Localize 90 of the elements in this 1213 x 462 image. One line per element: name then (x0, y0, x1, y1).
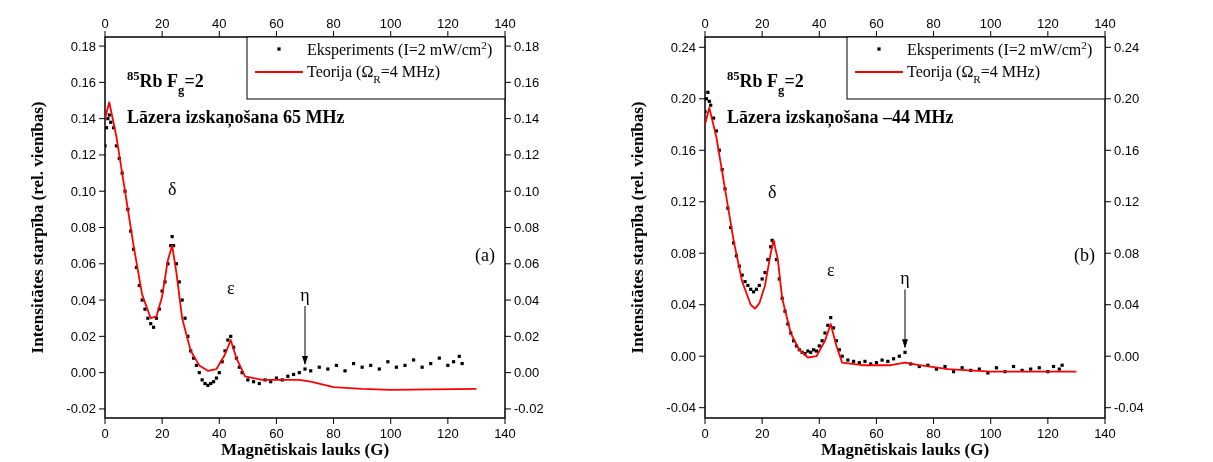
x2-tick-label: 80 (326, 426, 341, 441)
y2-tick-label: 0.00 (1114, 348, 1140, 364)
y2-tick-label: 0.08 (514, 220, 540, 235)
x-tick-label: 40 (812, 16, 827, 31)
y2-tick-label: 0.00 (514, 365, 540, 381)
y-tick-label: 0.24 (670, 39, 696, 55)
x2-tick-label: 40 (812, 426, 827, 441)
x2-tick-label: 120 (437, 426, 459, 441)
annotation: ε (226, 278, 235, 299)
y2-tick-label: 0.18 (514, 38, 540, 54)
y2-tick-label: 0.16 (1114, 142, 1140, 158)
y-tick-label: 0.04 (670, 297, 696, 313)
y2-tick-label: 0.06 (514, 256, 540, 272)
y2-tick-label: 0.14 (514, 111, 540, 127)
x-tick-label: 100 (379, 16, 402, 31)
annotation: δ (767, 182, 777, 203)
x2-tick-label: 100 (379, 426, 402, 441)
x-tick-label: 0 (101, 16, 109, 31)
annotation: Lāzera izskaņošana 65 MHz (127, 107, 345, 128)
annotation: Lāzera izskaņošana –44 MHz (727, 107, 954, 128)
x-tick-label: 60 (269, 16, 284, 31)
x-tick-label: 80 (326, 16, 341, 31)
y-tick-label: 0.04 (70, 292, 96, 308)
y2-tick-label: 0.12 (1114, 194, 1140, 210)
annotation: η (900, 268, 910, 289)
x2-tick-label: 100 (979, 426, 1002, 441)
x2-tick-label: 40 (212, 426, 227, 441)
annotation: (a) (475, 245, 495, 266)
y-tick-label: 0.18 (70, 38, 96, 54)
y2-tick-label: 0.10 (514, 183, 540, 199)
x-tick-label: 140 (494, 16, 516, 31)
x-axis-title: Magnētiskais lauks (G) (820, 440, 990, 459)
x-tick-label: 80 (926, 16, 941, 31)
annotation: η (300, 285, 310, 306)
y-tick-label: 0.08 (70, 220, 96, 235)
x-tick-label: 140 (1094, 16, 1116, 31)
y-axis-title: Intensitātes starpība (rel. vienības) (28, 101, 47, 354)
legend-label: Eksperiments (I=2 mW/cm$^{2}$) (907, 39, 1093, 59)
annotation: δ (167, 178, 177, 199)
x2-tick-label: 140 (1094, 426, 1116, 441)
y2-tick-label: 0.20 (1114, 91, 1140, 107)
x-tick-label: 60 (869, 16, 884, 31)
y-tick-label: 0.06 (70, 256, 96, 272)
y-tick-label: 0.16 (70, 74, 96, 90)
x2-tick-label: 80 (926, 426, 941, 441)
x2-tick-label: 140 (494, 426, 516, 441)
x-tick-label: 40 (212, 16, 227, 31)
x2-tick-label: 60 (269, 426, 284, 441)
annotation: $^{85}$Rb F$_{g}$=2 (727, 69, 804, 97)
x2-tick-label: 120 (1037, 426, 1059, 441)
y2-tick-label: -0.04 (1114, 400, 1144, 416)
y-tick-label: 0.10 (70, 183, 96, 199)
y-axis-title: Intensitātes starpība (rel. vienības) (628, 101, 647, 354)
y2-tick-label: 0.16 (514, 74, 540, 90)
y2-tick-label: 0.02 (514, 328, 540, 344)
legend-label: Teorija (Ω$_{R}$=4 MHz) (307, 63, 440, 85)
x2-tick-label: 20 (754, 426, 770, 441)
x-tick-label: 120 (437, 16, 459, 31)
x-tick-label: 20 (754, 16, 770, 31)
y2-tick-label: 0.04 (514, 292, 540, 308)
y-tick-label: 0.20 (670, 91, 696, 107)
y-tick-label: 0.00 (70, 365, 96, 381)
x2-tick-label: 60 (869, 426, 884, 441)
y-tick-label: -0.04 (666, 400, 696, 416)
y-tick-label: 0.02 (70, 328, 96, 344)
y2-tick-label: -0.02 (514, 401, 544, 417)
y-tick-label: -0.02 (66, 401, 96, 417)
annotation: $^{85}$Rb F$_{g}$=2 (127, 69, 204, 97)
y2-tick-label: 0.08 (1114, 245, 1140, 261)
legend-label: Eksperiments (I=2 mW/cm$^{2}$) (307, 39, 493, 59)
legend-label: Teorija (Ω$_{R}$=4 MHz) (907, 63, 1040, 85)
x-tick-label: 0 (701, 16, 709, 31)
y-tick-label: 0.12 (670, 194, 696, 210)
y-tick-label: 0.08 (670, 245, 696, 261)
y-tick-label: 0.16 (670, 142, 696, 158)
x-tick-label: 100 (979, 16, 1002, 31)
x2-tick-label: 20 (154, 426, 170, 441)
y-tick-label: 0.00 (670, 348, 696, 364)
x-axis-title: Magnētiskais lauks (G) (220, 440, 390, 459)
y2-tick-label: 0.04 (1114, 297, 1140, 313)
y2-tick-label: 0.24 (1114, 39, 1140, 55)
x-tick-label: 120 (1037, 16, 1059, 31)
annotation: ε (826, 259, 835, 280)
y2-tick-label: 0.12 (514, 147, 540, 163)
x2-tick-label: 0 (701, 426, 709, 441)
x-tick-label: 20 (154, 16, 170, 31)
annotation: (b) (1074, 245, 1095, 266)
y-tick-label: 0.12 (70, 147, 96, 163)
y-tick-label: 0.14 (70, 111, 96, 127)
x2-tick-label: 0 (101, 426, 109, 441)
